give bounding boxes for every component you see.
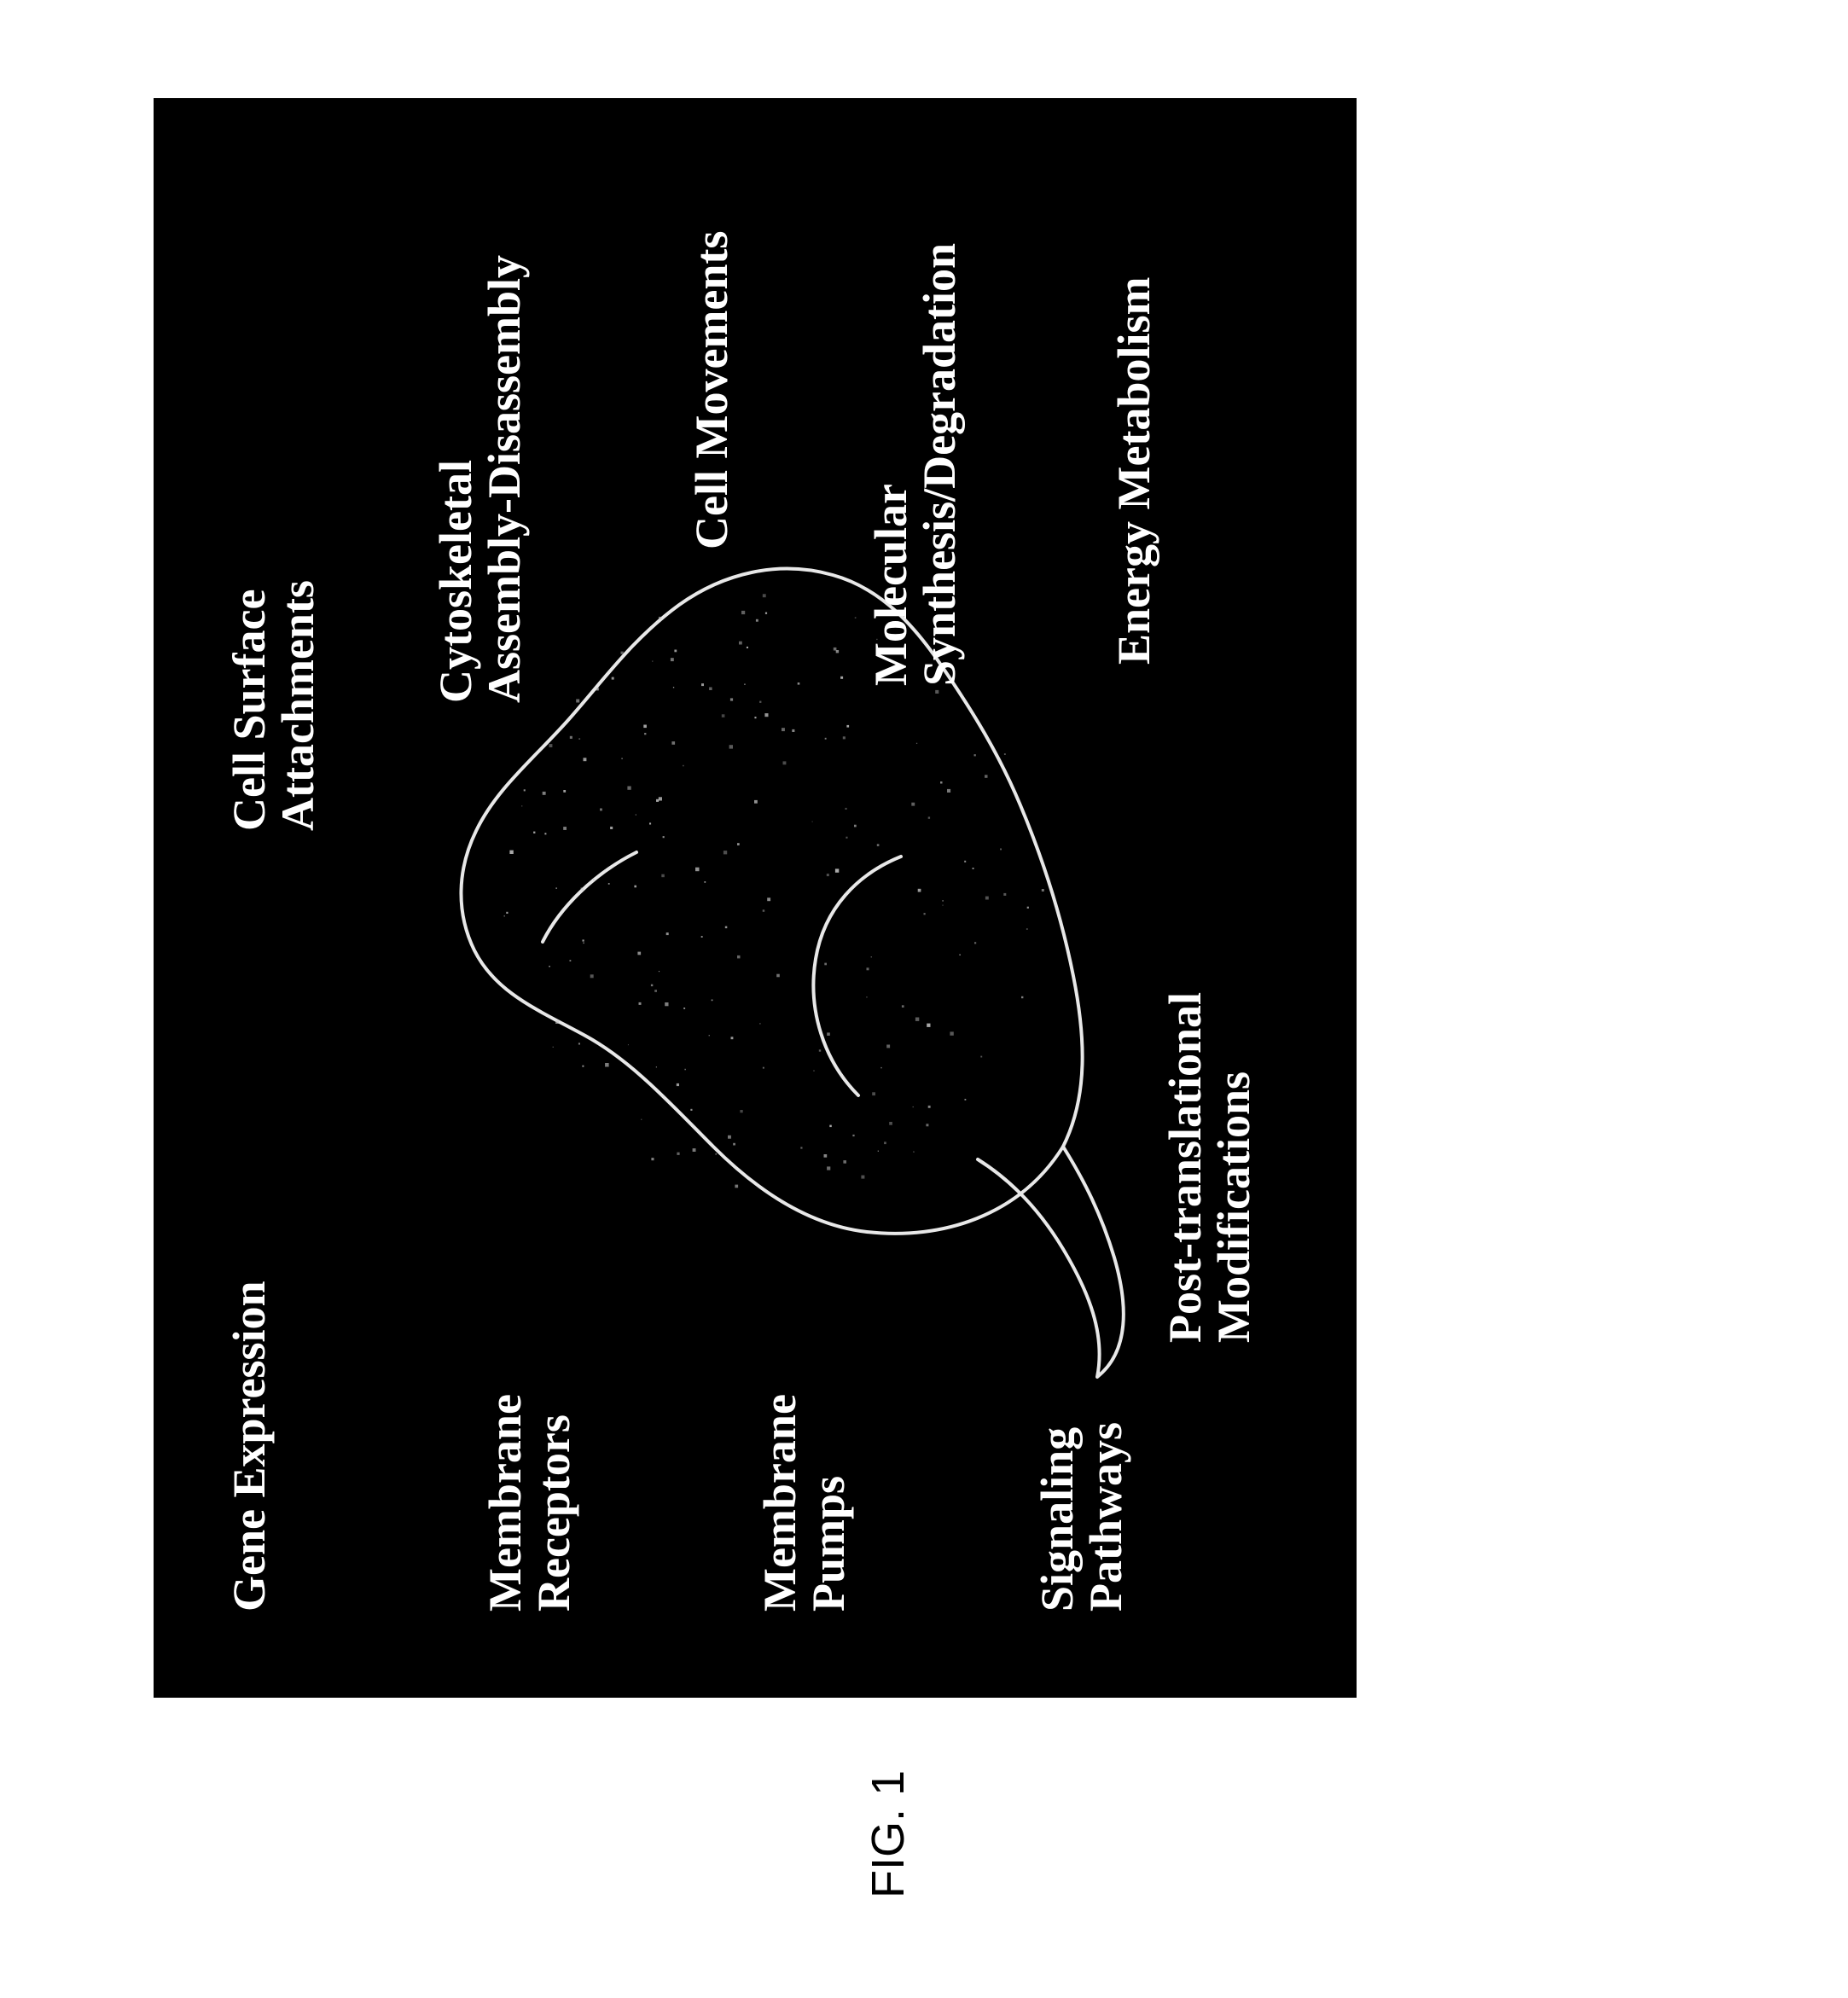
figure-panel-frame: Gene Expression Cell Surface Attachments M… [154, 98, 1357, 1698]
page: Gene Expression Cell Surface Attachments M… [0, 0, 1848, 1998]
figure-caption-text: FIG. 1 [863, 1770, 914, 1898]
figure-caption: FIG. 1 [862, 1770, 915, 1898]
cell-inner-path-2 [543, 852, 636, 942]
cell-inner-path-1 [813, 857, 901, 1095]
label-post-translational-mods: Post-translational Modifications [1161, 992, 1258, 1343]
label-signaling-pathways: Signaling Pathways [1033, 1422, 1130, 1612]
label-molecular-synth-deg: Molecular Synthesis/Degradation [867, 243, 963, 686]
label-membrane-pumps: Membrane Pumps [756, 1394, 852, 1612]
label-cell-movements: Cell Movements [688, 231, 736, 549]
label-cytoskeletal: Cytoskeletal Assembly-Disassembly [432, 255, 528, 703]
label-cell-surface-attachments: Cell Surface Attachments [225, 580, 322, 831]
cell-outline-path [461, 569, 1082, 1234]
label-membrane-receptors: Membrane Receptors [481, 1394, 578, 1612]
label-gene-expression: Gene Expression [225, 1281, 274, 1612]
label-energy-metabolism: Energy Metabolism [1110, 277, 1159, 665]
cell-tail-path [978, 1147, 1124, 1377]
